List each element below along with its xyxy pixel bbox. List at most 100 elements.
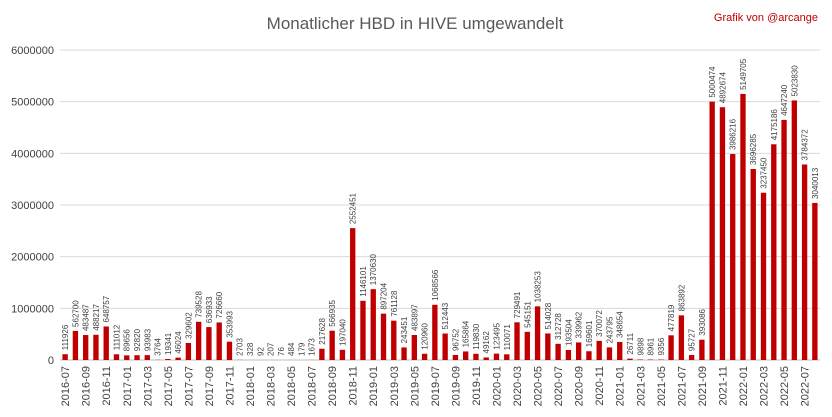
x-tick-label: 2017-09: [204, 366, 216, 406]
grid-lines: [60, 49, 820, 361]
data-label: 110071: [503, 324, 512, 351]
bar: [370, 289, 376, 360]
data-label: 1038253: [534, 271, 543, 303]
data-label: 89656: [123, 329, 132, 352]
bar: [380, 313, 387, 360]
bar: [781, 119, 787, 360]
x-tick-label: 2021-07: [676, 366, 688, 406]
data-label: 761128: [390, 290, 399, 317]
bar: [339, 349, 346, 360]
y-tick-label: 2000000: [11, 252, 54, 264]
x-tick-label: 2021-03: [635, 366, 647, 406]
data-label: 1370630: [369, 253, 378, 285]
x-tick-label: 2017-01: [122, 366, 134, 406]
data-label: 726660: [215, 291, 224, 318]
data-label: 3696285: [749, 133, 758, 165]
x-tick-label: 2018-09: [327, 366, 339, 406]
data-label: 328: [246, 342, 255, 356]
bar: [771, 144, 777, 360]
bar: [719, 107, 726, 360]
x-tick-label: 2020-09: [574, 366, 586, 406]
bar: [483, 357, 489, 360]
data-label: 217628: [318, 318, 327, 345]
x-tick-label: 2018-01: [245, 366, 257, 406]
data-label: 1068566: [431, 269, 440, 301]
data-label: 514028: [544, 302, 553, 329]
bar: [432, 304, 438, 360]
data-label: 483897: [410, 304, 419, 331]
x-tick-label: 2020-11: [594, 366, 606, 406]
data-label: 26711: [626, 332, 635, 354]
bar: [350, 228, 356, 360]
bar: [668, 335, 674, 360]
data-label: 488217: [92, 304, 101, 331]
x-tick-label: 2020-03: [512, 366, 524, 406]
bars: [62, 93, 818, 360]
data-label: 739528: [195, 291, 204, 318]
bar: [575, 342, 582, 360]
data-label: 729491: [513, 291, 522, 318]
bar: [329, 330, 335, 360]
y-tick-label: 6000000: [11, 45, 54, 57]
data-label: 512443: [441, 302, 450, 329]
bar: [555, 343, 561, 360]
chart-title: Monatlicher HBD in HIVE umgewandelt: [267, 14, 564, 33]
x-tick-label: 2021-11: [717, 366, 729, 406]
data-label: 3986216: [729, 118, 738, 150]
x-tick-label: 2022-03: [759, 366, 771, 406]
data-label: 9356: [657, 337, 666, 355]
bar: [637, 359, 643, 360]
data-label: 111012: [112, 324, 121, 350]
bar: [124, 355, 130, 360]
x-tick-label: 2019-03: [389, 366, 401, 406]
data-label: 3764: [154, 337, 163, 355]
bar: [165, 359, 171, 360]
bar: [411, 334, 417, 360]
bar: [185, 342, 192, 360]
x-tick-label: 2019-05: [409, 366, 421, 406]
y-tick-label: 1000000: [11, 303, 54, 315]
bar: [709, 101, 715, 360]
bar: [740, 93, 746, 360]
data-label: 393086: [698, 308, 707, 335]
x-tick-label: 2019-09: [450, 366, 462, 406]
data-label: 5023830: [790, 65, 799, 97]
x-tick-label: 2016-09: [81, 366, 93, 406]
x-tick-label: 2022-05: [779, 366, 791, 406]
data-label: 243795: [605, 316, 614, 343]
bar: [596, 340, 602, 360]
bar: [83, 335, 89, 360]
y-tick-label: 5000000: [11, 97, 54, 109]
bar: [627, 358, 633, 360]
bar: [606, 347, 613, 360]
x-tick-label: 2020-01: [491, 366, 503, 406]
bar: [134, 355, 140, 360]
x-tick-label: 2017-11: [224, 366, 236, 406]
data-label: 3237450: [760, 157, 769, 189]
x-tick-label: 2018-03: [266, 366, 278, 406]
bar: [524, 331, 530, 360]
bar: [144, 355, 150, 360]
data-label: 648757: [102, 295, 111, 322]
y-tick-label: 0: [48, 355, 54, 367]
bar: [801, 164, 808, 360]
data-label: 4892674: [718, 72, 727, 104]
bar: [750, 169, 756, 360]
bar: [534, 306, 541, 360]
x-tick-label: 2016-11: [101, 366, 113, 406]
data-label: 96752: [451, 328, 460, 351]
bar: [493, 353, 500, 360]
data-label: 636933: [205, 296, 214, 323]
data-label: 111926: [61, 324, 70, 350]
data-label: 477819: [667, 304, 676, 331]
data-label: 897204: [380, 282, 389, 309]
data-label: 2552451: [349, 192, 358, 224]
data-label: 93983: [143, 328, 152, 351]
data-label: 92: [256, 347, 265, 356]
data-label: 370072: [595, 310, 604, 337]
data-label: 484: [287, 342, 296, 356]
bar: [195, 321, 202, 360]
data-label: 5149705: [739, 58, 748, 90]
bar: [586, 351, 592, 360]
